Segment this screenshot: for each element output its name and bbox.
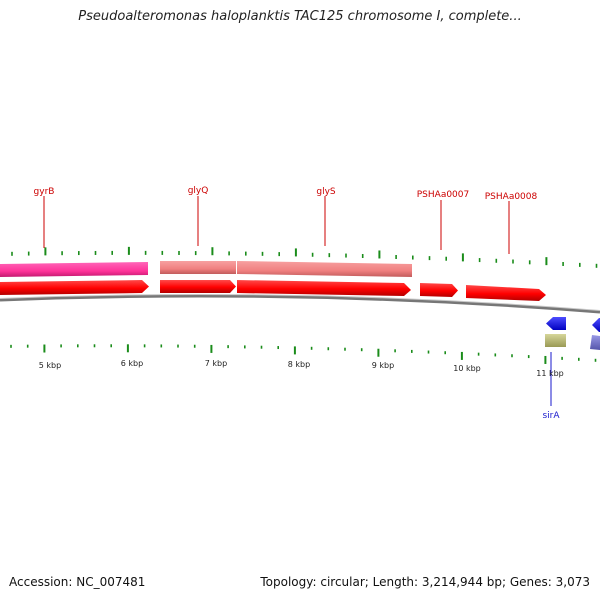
gene-label-glyQ[interactable]: glyQ [188,186,209,196]
gene-label-PSHAa0007[interactable]: PSHAa0007 [417,190,469,200]
chromosome-backbone-highlight [0,294,600,311]
gene-label-leaders [43,196,552,406]
genome-summary-text: Topology: circular; Length: 3,214,944 bp… [260,575,590,589]
inner-tick-marks [10,344,597,364]
map-title: Pseudoalteromonas haloplanktis TAC125 ch… [78,9,522,24]
ruler-label: 5 kbp [39,361,61,370]
gene-label-PSHAa0008[interactable]: PSHAa0008 [485,192,538,202]
accession-text: Accession: NC_007481 [9,575,146,589]
ruler-label: 11 kbp [536,369,564,378]
feature-band-salmon[interactable] [237,261,412,277]
feature-block-purple[interactable] [590,335,600,350]
gene-arrow-sirA[interactable] [546,317,566,330]
gene-arrow-glyS[interactable] [237,280,411,296]
gene-arrow-PSHAa0007[interactable] [420,283,458,297]
ruler-label: 7 kbp [205,359,227,368]
gene-arrow-gyrB[interactable] [0,280,149,295]
chromosome-backbone [0,294,600,314]
feature-band-salmon[interactable] [160,261,236,274]
gene-label-sirA[interactable]: sirA [542,411,560,421]
gene-label-gyrB[interactable]: gyrB [34,187,55,197]
outer-tick-marks [11,246,598,268]
gene-arrow-glyQ[interactable] [160,280,236,293]
gene-label-glyS[interactable]: glyS [316,187,336,197]
feature-band-pink[interactable] [0,262,148,277]
ruler-label: 9 kbp [372,361,394,370]
gene-arrow-reverse[interactable] [592,318,600,332]
gene-arrow-PSHAa0008[interactable] [466,285,546,301]
ruler-label: 8 kbp [288,360,310,369]
ruler-label: 6 kbp [121,359,143,368]
feature-block-tan[interactable] [545,334,566,347]
ruler-label: 10 kbp [453,364,481,373]
